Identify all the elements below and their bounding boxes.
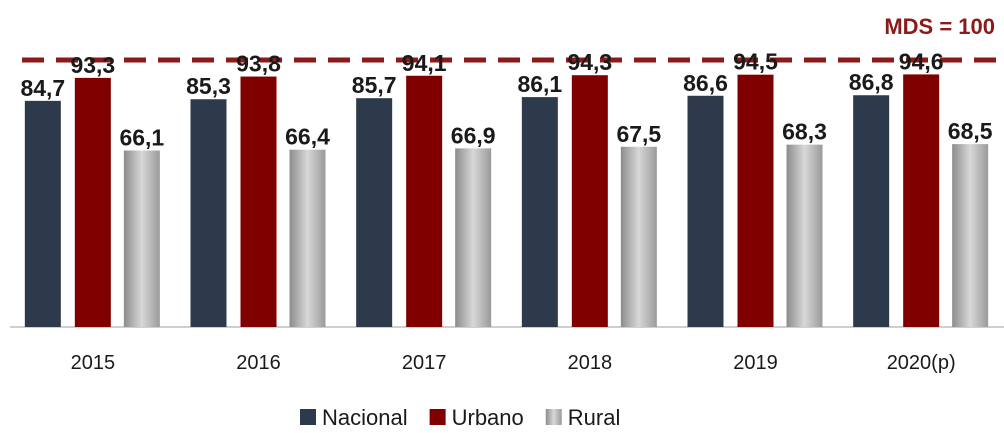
data-label: 84,7 <box>20 75 65 101</box>
data-label: 86,1 <box>517 71 562 97</box>
data-label: 94,6 <box>899 48 944 74</box>
data-label: 86,6 <box>683 70 728 96</box>
legend-label: Rural <box>568 405 621 430</box>
bar <box>74 77 111 327</box>
bar <box>786 144 823 327</box>
legend-swatch <box>429 409 446 425</box>
bar <box>455 148 492 327</box>
data-label: 85,3 <box>186 73 231 99</box>
data-label: 94,5 <box>733 49 778 75</box>
reference-label: MDS = 100 <box>884 14 995 39</box>
bar <box>24 100 61 327</box>
data-label: 86,8 <box>849 69 894 95</box>
bar <box>737 74 774 327</box>
data-label: 93,3 <box>70 52 115 78</box>
bar <box>620 146 657 327</box>
legend-swatch <box>300 409 316 425</box>
data-label: 67,5 <box>616 121 661 147</box>
x-tick-label: 2017 <box>402 352 447 374</box>
x-tick-label: 2015 <box>71 352 116 374</box>
bar <box>687 95 724 327</box>
bar <box>356 98 393 327</box>
bar <box>240 76 277 327</box>
bar <box>903 74 940 327</box>
x-tick-label: 2018 <box>568 352 613 374</box>
data-label: 94,3 <box>567 49 612 75</box>
data-label: 93,8 <box>236 51 281 77</box>
data-label: 66,4 <box>285 124 330 150</box>
x-tick-label: 2019 <box>733 352 778 374</box>
bar <box>571 75 608 328</box>
data-label: 66,9 <box>451 122 496 148</box>
bar <box>190 99 227 328</box>
legend-label: Urbano <box>452 405 524 430</box>
data-label: 66,1 <box>119 125 164 151</box>
bar <box>853 95 890 327</box>
legend-label: Nacional <box>322 405 408 430</box>
legend-swatch <box>545 409 562 425</box>
data-label: 68,3 <box>782 119 827 145</box>
x-tick-label: 2020(p) <box>887 352 956 374</box>
data-label: 85,7 <box>352 72 397 98</box>
data-label: 68,5 <box>948 118 993 144</box>
bar <box>289 149 326 327</box>
bar <box>521 97 558 327</box>
bar <box>406 75 443 328</box>
bar <box>952 144 989 327</box>
data-label: 94,1 <box>402 50 447 76</box>
bar <box>123 150 160 327</box>
x-tick-label: 2016 <box>236 352 281 374</box>
